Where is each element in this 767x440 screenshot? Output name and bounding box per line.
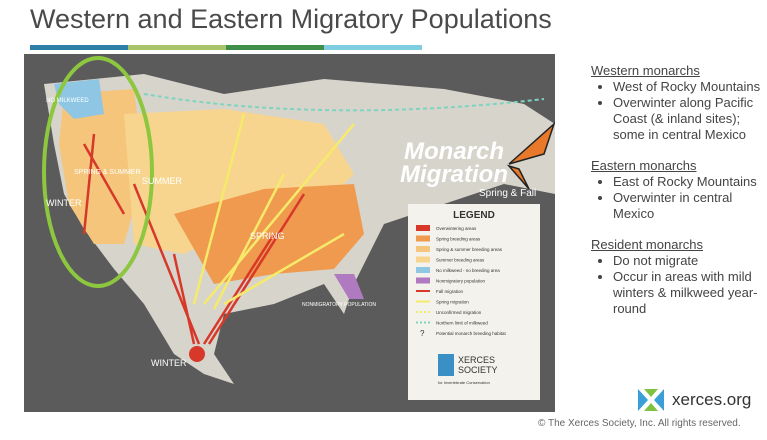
legend-swatch <box>416 225 430 231</box>
accent-bar <box>324 45 422 50</box>
legend-label: Nonmigratory population <box>436 279 486 284</box>
logo-text: for Invertebrate Conservation <box>438 380 490 385</box>
map-label: WINTER <box>46 198 82 208</box>
map-heading: Migration <box>400 161 508 188</box>
bullet-list: East of Rocky MountainsOverwinter in cen… <box>591 174 763 222</box>
section-heading: Western monarchs <box>591 63 700 78</box>
legend-label: Northern limit of milkweed <box>436 321 488 326</box>
no-milkweed-area <box>54 79 104 119</box>
map-subheading: Spring & Fall <box>479 188 536 199</box>
slide-title: Western and Eastern Migratory Population… <box>30 4 552 34</box>
footer: © The Xerces Society, Inc. All rights re… <box>538 418 741 429</box>
bullet-list: Do not migrateOccur in areas with mild w… <box>591 253 763 317</box>
legend-swatch <box>416 267 430 273</box>
accent-bar <box>128 45 226 50</box>
section-heading: Eastern monarchs <box>591 158 697 173</box>
spring-summer-area <box>59 89 144 244</box>
map-label: SPRING & SUMMER <box>74 169 141 176</box>
map-heading: Monarch <box>404 138 504 165</box>
accent-bar <box>30 45 128 50</box>
side-notes: Western monarchsWest of Rocky MountainsO… <box>591 63 763 332</box>
logo: XERCES SOCIETY for Invertebrate Conserva… <box>438 354 498 385</box>
legend-swatch <box>416 246 430 252</box>
nonmigratory-area <box>334 274 364 299</box>
bullet: Do not migrate <box>613 253 763 269</box>
map-label: NONMIGRATORY POPULATION <box>302 302 376 308</box>
fall-arrows <box>82 133 306 345</box>
bullet-list: West of Rocky MountainsOverwinter along … <box>591 79 763 143</box>
legend-label: Overwintering areas <box>436 226 477 231</box>
section-heading: Resident monarchs <box>591 237 703 252</box>
bullet: East of Rocky Mountains <box>613 174 763 190</box>
legend-label: Spring & summer breeding areas <box>436 247 503 252</box>
logo-text: XERCES <box>458 355 495 365</box>
map-label: WINTER <box>151 358 187 368</box>
western-highlight <box>42 56 154 288</box>
legend-swatch <box>416 235 430 242</box>
site-link[interactable]: xerces.org <box>672 390 752 409</box>
map-label: SPRING <box>250 231 285 241</box>
milkweed-limit <box>143 93 545 112</box>
logo-text: SOCIETY <box>458 365 498 375</box>
legend-icon: ? <box>420 329 425 338</box>
legend-swatch <box>416 277 430 284</box>
butterfly <box>506 122 555 190</box>
map-label: SUMMER <box>142 176 182 186</box>
section: Western monarchsWest of Rocky MountainsO… <box>591 63 763 143</box>
bullet: West of Rocky Mountains <box>613 79 763 95</box>
legend-label: No milkweed - no breeding area <box>436 268 500 273</box>
map: NO MILKWEED SPRING & SUMMER SUMMER WINTE… <box>24 54 555 412</box>
xerces-logo <box>638 389 664 411</box>
legend-label: Spring migration <box>436 300 469 305</box>
bullet: Occur in areas with mild winters & milkw… <box>613 269 763 317</box>
map-labels: NO MILKWEED SPRING & SUMMER SUMMER WINTE… <box>46 98 376 368</box>
legend-swatch <box>416 256 430 263</box>
legend-label: Unconfirmed migration <box>436 310 482 315</box>
accent-bar <box>226 45 324 50</box>
legend-label: Potential monarch breeding habitat <box>436 331 507 336</box>
spring-area <box>174 184 364 284</box>
bullet: Overwinter along Pacific Coast (& inland… <box>613 95 763 143</box>
legend-label: Spring breeding areas <box>436 237 481 242</box>
overwintering-site <box>189 346 205 362</box>
legend-title: LEGEND <box>453 210 495 221</box>
legend-label: Summer breeding areas <box>436 258 485 263</box>
section: Eastern monarchsEast of Rocky MountainsO… <box>591 158 763 222</box>
bullet: Overwinter in central Mexico <box>613 190 763 222</box>
spring-arrows <box>192 113 355 310</box>
section: Resident monarchsDo not migrateOccur in … <box>591 237 763 317</box>
map-label: NO MILKWEED <box>46 98 89 104</box>
legend-label: Fall migration <box>436 289 464 294</box>
